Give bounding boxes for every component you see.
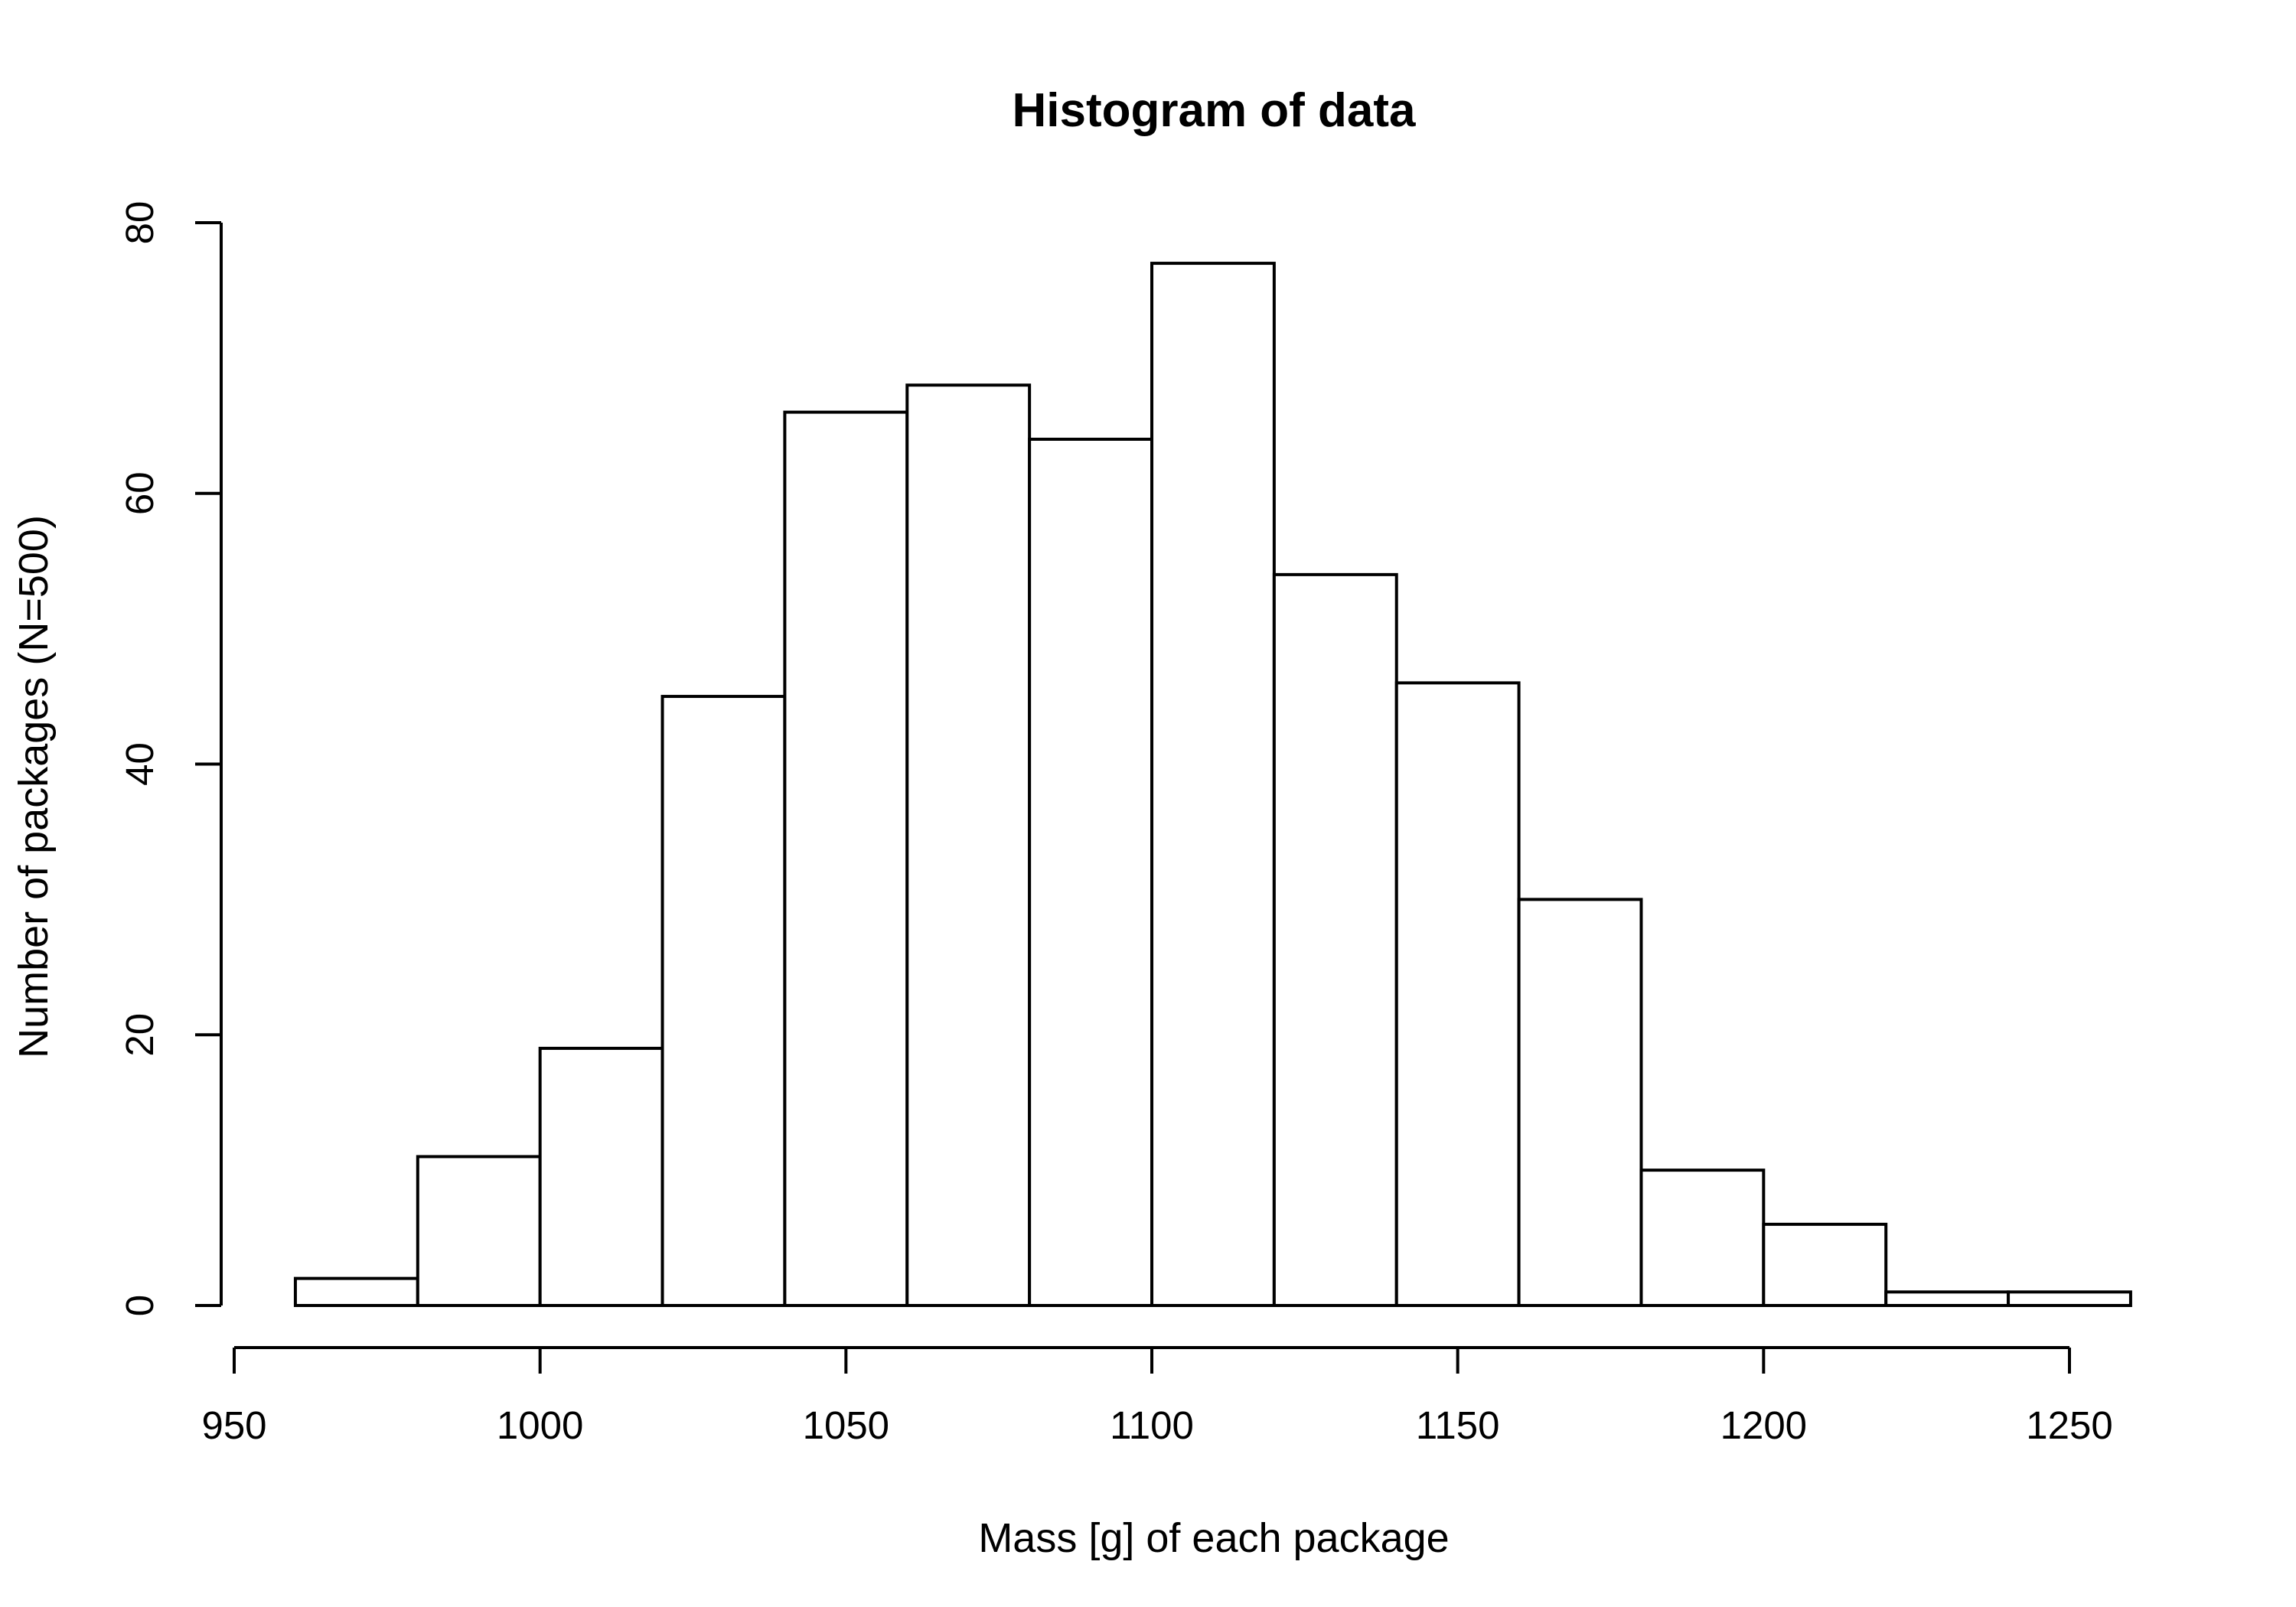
histogram-bar-1000-1020 bbox=[538, 1046, 664, 1307]
chart-title: Histogram of data bbox=[1012, 84, 1416, 137]
histogram-bar-1140-1160 bbox=[1394, 681, 1521, 1307]
histogram-bar-1100-1120 bbox=[1150, 262, 1276, 1307]
histogram-bar-1160-1180 bbox=[1517, 898, 1643, 1307]
x-tick-label-1150: 1150 bbox=[1416, 1403, 1500, 1447]
x-tick-label-1200: 1200 bbox=[1720, 1403, 1807, 1447]
x-tick-label-1000: 1000 bbox=[497, 1403, 583, 1447]
histogram-bar-1200-1220 bbox=[1762, 1222, 1888, 1307]
histogram-bar-1080-1100 bbox=[1028, 438, 1153, 1307]
histogram-bar-1020-1040 bbox=[660, 695, 787, 1307]
x-tick-label-1250: 1250 bbox=[2026, 1403, 2112, 1447]
y-tick-label-80: 80 bbox=[118, 201, 161, 245]
y-tick-label-60: 60 bbox=[118, 471, 161, 515]
y-axis: 0 20 40 60 80 bbox=[118, 201, 223, 1316]
x-axis-title: Mass [g] of each package bbox=[978, 1515, 1449, 1561]
x-tick-label-1100: 1100 bbox=[1110, 1403, 1194, 1447]
histogram-bar-1220-1240 bbox=[1884, 1290, 2011, 1307]
histogram-bar-1060-1080 bbox=[905, 383, 1032, 1307]
x-tick-label-1050: 1050 bbox=[803, 1403, 889, 1447]
histogram-bar-1240-1260 bbox=[2007, 1290, 2132, 1307]
y-axis-title: Number of packages (N=500) bbox=[11, 515, 57, 1058]
x-tick-label-950: 950 bbox=[201, 1403, 266, 1447]
bars-group bbox=[293, 262, 2132, 1307]
y-tick-label-0: 0 bbox=[118, 1295, 161, 1316]
histogram-bar-960-980 bbox=[293, 1276, 419, 1307]
y-tick-label-20: 20 bbox=[118, 1013, 161, 1057]
histogram-bar-1180-1200 bbox=[1639, 1169, 1766, 1307]
histogram-bar-980-1000 bbox=[416, 1155, 542, 1307]
histogram-bar-1120-1140 bbox=[1272, 572, 1398, 1307]
y-tick-label-40: 40 bbox=[118, 742, 161, 786]
x-axis: 950 1000 1050 1100 1150 1200 1250 bbox=[201, 1346, 2113, 1447]
histogram-bar-1040-1060 bbox=[783, 410, 909, 1307]
